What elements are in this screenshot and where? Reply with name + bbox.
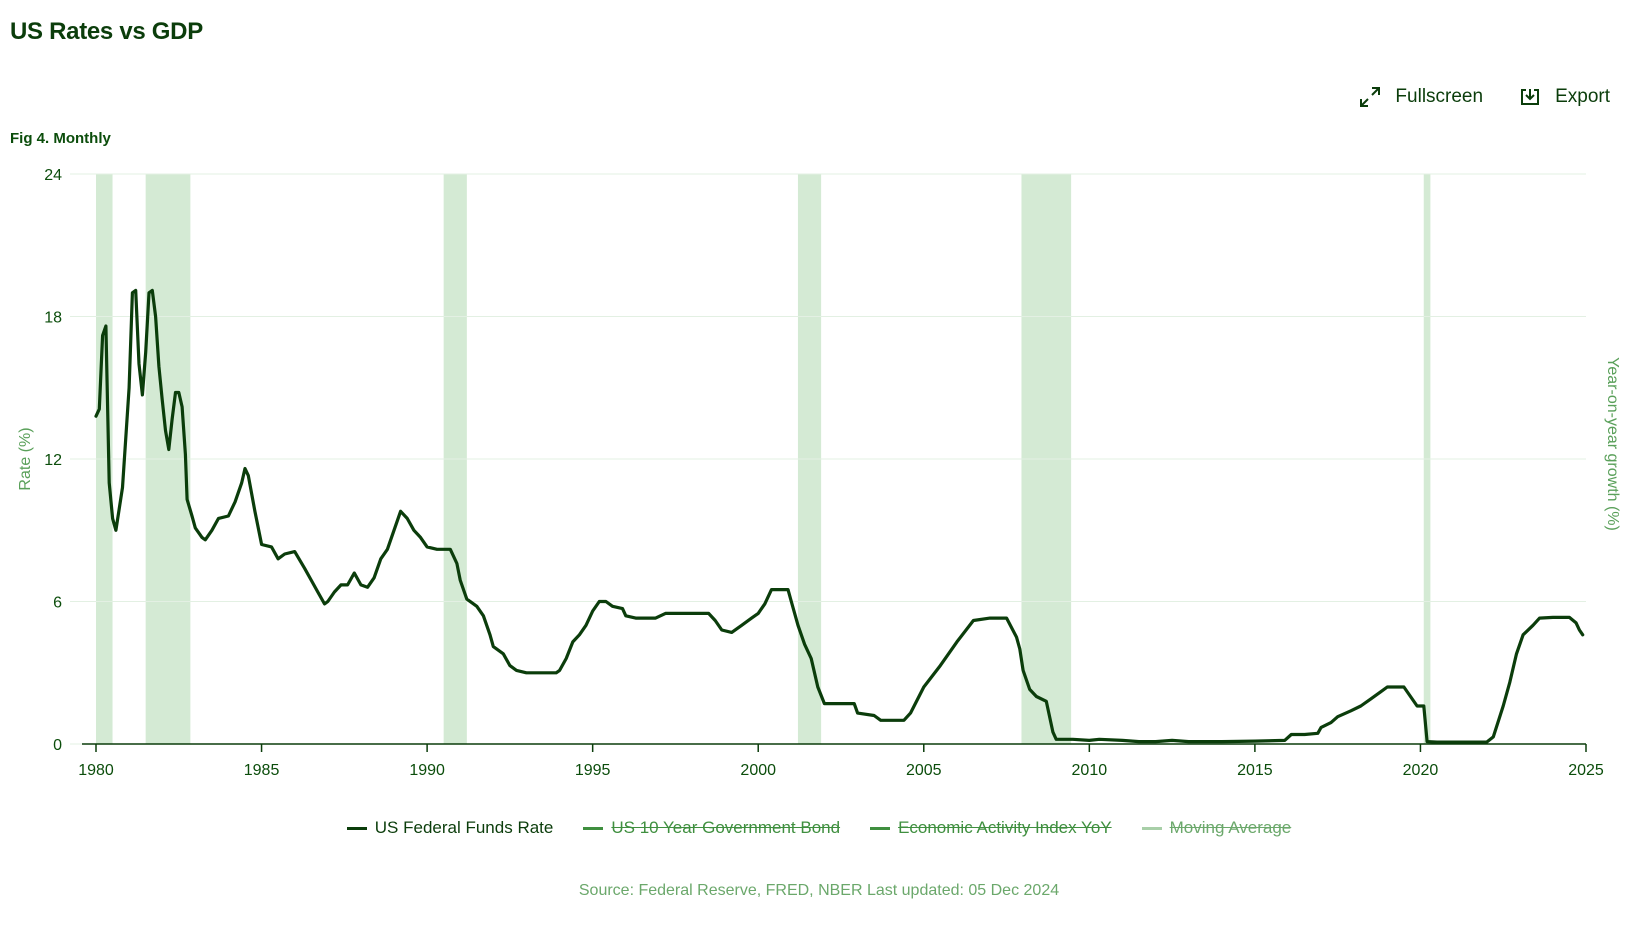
legend-item[interactable]: US 10 Year Government Bond bbox=[583, 818, 840, 838]
x-tick-label: 2005 bbox=[906, 762, 942, 779]
y2-axis-label: Year-on-year growth (%) bbox=[1604, 357, 1621, 531]
fullscreen-button[interactable]: Fullscreen bbox=[1359, 86, 1483, 108]
chart-toolbar: Fullscreen Export bbox=[1359, 86, 1610, 108]
legend-item[interactable]: Economic Activity Index YoY bbox=[870, 818, 1112, 838]
legend-swatch bbox=[870, 826, 891, 830]
x-tick-label: 1990 bbox=[409, 762, 445, 779]
x-tick-label: 2000 bbox=[740, 762, 776, 779]
chart-legend: US Federal Funds Rate US 10 Year Governme… bbox=[0, 818, 1638, 838]
series-lines bbox=[94, 288, 1585, 744]
legend-label: US Federal Funds Rate bbox=[374, 818, 554, 837]
export-label: Export bbox=[1555, 86, 1610, 107]
y-tick-label: 0 bbox=[53, 737, 62, 754]
fullscreen-label: Fullscreen bbox=[1395, 86, 1484, 107]
figure-subtitle: Fig 4. Monthly bbox=[10, 130, 111, 147]
legend-swatch bbox=[346, 826, 367, 830]
gridlines bbox=[70, 173, 1586, 745]
expand-arrows-icon bbox=[1359, 86, 1381, 108]
y-axis-label: Rate (%) bbox=[17, 427, 34, 490]
y-tick-label: 12 bbox=[44, 452, 62, 469]
legend-item[interactable]: US Federal Funds Rate bbox=[346, 818, 554, 838]
y-tick-label: 6 bbox=[53, 595, 62, 612]
x-tick-label: 2010 bbox=[1072, 762, 1108, 779]
series-line-fed-funds-rate bbox=[94, 288, 1585, 744]
export-button[interactable]: Export bbox=[1519, 86, 1610, 108]
download-tray-icon bbox=[1519, 87, 1541, 107]
y-tick-label: 24 bbox=[44, 167, 62, 184]
legend-swatch bbox=[583, 826, 604, 830]
x-tick-label: 1985 bbox=[244, 762, 280, 779]
x-tick-label: 2025 bbox=[1568, 762, 1604, 779]
x-tick-label: 2015 bbox=[1237, 762, 1273, 779]
chart-title: US Rates vs GDP bbox=[10, 18, 203, 45]
legend-label: Moving Average bbox=[1169, 818, 1292, 837]
legend-swatch bbox=[1141, 826, 1162, 830]
legend-label: US 10 Year Government Bond bbox=[611, 818, 841, 837]
axes: 0 6 12 18 24 1980 1985 1990 1995 2000 2005 2010 2015… bbox=[44, 167, 1604, 779]
y-tick-label: 18 bbox=[44, 310, 62, 327]
x-tick-label: 1995 bbox=[575, 762, 611, 779]
x-tick-label: 2020 bbox=[1403, 762, 1439, 779]
x-tick-label: 1980 bbox=[78, 762, 114, 779]
legend-item[interactable]: Moving Average bbox=[1141, 818, 1292, 838]
line-chart: 0 6 12 18 24 1980 1985 1990 1995 2000 2005 2010 2015… bbox=[17, 167, 1621, 779]
legend-label: Economic Activity Index YoY bbox=[898, 818, 1112, 837]
source-note: Source: Federal Reserve, FRED, NBER Last… bbox=[578, 882, 1060, 899]
